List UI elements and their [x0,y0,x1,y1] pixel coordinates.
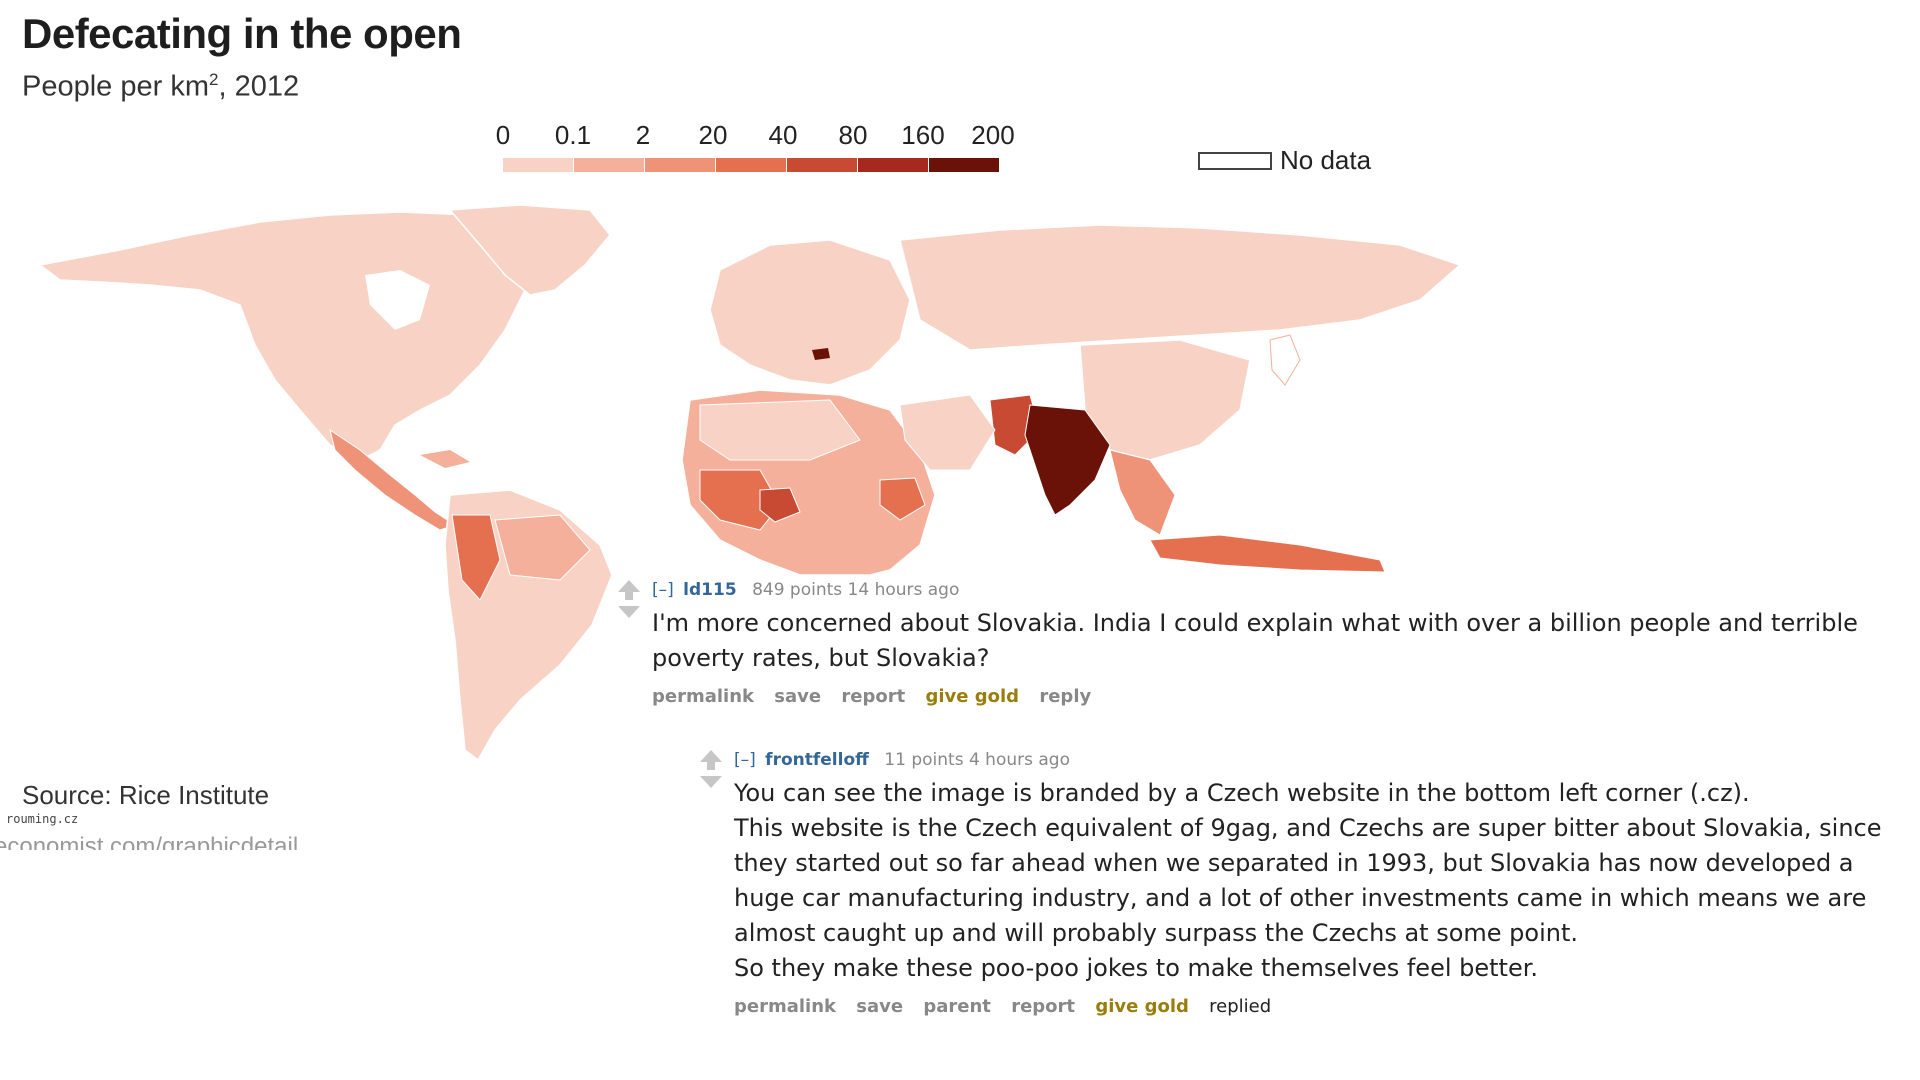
parent-button[interactable]: parent [923,996,991,1017]
central-america [329,428,457,531]
replied-label: replied [1209,996,1272,1017]
watermark: rouming.cz [6,812,79,826]
give-gold-button[interactable]: give gold [1095,996,1189,1017]
sahara [699,399,861,461]
comment-text: You can see the image is branded by a Cz… [734,776,1920,986]
legend-tick: 80 [838,120,868,150]
middle-east [899,394,996,471]
comment-actions: permalink save report give gold reply [652,686,1912,707]
greenland [448,204,611,296]
north-america [38,211,546,461]
brazil-north [494,514,591,581]
southeast-asia [1109,449,1176,536]
upvote-stem-icon [625,592,633,600]
chart-source: Source: Rice Institute [22,780,270,810]
japan [1269,334,1301,386]
upvote-icon[interactable] [618,580,640,592]
legend-tick: 0.1 [554,120,592,150]
asia-north [899,224,1462,351]
slovakia-highlight [812,348,830,360]
india [1024,404,1111,516]
chart-title: Defecating in the open [22,10,462,57]
comment-meta: 849 points 14 hours ago [752,580,960,600]
hudson-bay [365,270,430,330]
comment-tagline: [–] frontfelloff 11 points 4 hours ago [734,750,1920,770]
legend-swatch [645,158,716,172]
color-legend: 0 0.1 2 20 40 80 160 200 [488,120,1015,180]
legend-color-bar [503,158,1000,172]
vote-arrows [696,750,726,788]
give-gold-button[interactable]: give gold [925,686,1020,707]
permalink-button[interactable]: permalink [734,996,836,1017]
comment-line: they started out so far ahead when we se… [734,849,1854,877]
comment-line: This website is the Czech equivalent of … [734,814,1882,842]
comment-body: [–] frontfelloff 11 points 4 hours ago Y… [734,750,1920,1017]
indonesia [1149,534,1386,573]
chart-url: economist.com/graphicdetail [0,833,299,850]
legend-swatch [503,158,574,172]
legend-swatch [716,158,787,172]
upvote-icon[interactable] [700,750,722,762]
legend-tick: 2 [635,120,651,150]
comment-meta: 11 points 4 hours ago [884,750,1070,770]
caribbean [420,450,470,468]
comment-tagline: [–] ld115 849 points 14 hours ago [652,580,1912,600]
europe [709,239,911,386]
legend-swatch [574,158,645,172]
nigeria [759,487,801,523]
legend-tick: 40 [768,120,798,150]
vote-arrows [614,580,644,618]
west-africa [699,469,781,531]
legend-tick: 20 [698,120,728,150]
chart-subtitle: People per km2, 2012 [22,70,300,103]
legend-tick: 160 [901,120,945,150]
report-button[interactable]: report [1011,996,1076,1017]
legend-swatch [929,158,1000,172]
collapse-toggle[interactable]: [–] [734,750,756,770]
comment-line: almost caught up and will probably surpa… [734,919,1579,947]
andes-region [451,514,501,601]
ethiopia [879,477,926,521]
comment-author[interactable]: ld115 [683,580,737,600]
legend-tick: 200 [971,120,1015,150]
report-button[interactable]: report [841,686,906,707]
downvote-icon[interactable] [618,606,640,618]
legend-swatch [787,158,858,172]
no-data-legend: No data [1198,145,1371,176]
save-button[interactable]: save [856,996,904,1017]
comment-body: [–] ld115 849 points 14 hours ago I'm mo… [652,580,1912,707]
comment-line: So they make these poo-poo jokes to make… [734,954,1539,982]
save-button[interactable]: save [774,686,822,707]
upvote-stem-icon [707,762,715,770]
legend-swatch [858,158,929,172]
comment-line: huge car manufacturing industry, and a l… [734,884,1867,912]
comment-text: I'm more concerned about Slovakia. India… [652,609,1858,672]
collapse-toggle[interactable]: [–] [652,580,674,600]
no-data-swatch [1198,151,1272,170]
comment-actions: permalink save parent report give gold r… [734,996,1920,1017]
reply-button[interactable]: reply [1039,686,1092,707]
comment-line: You can see the image is branded by a Cz… [734,779,1750,807]
comment-author[interactable]: frontfelloff [765,750,869,770]
legend-tick: 0 [495,120,511,150]
permalink-button[interactable]: permalink [652,686,754,707]
no-data-label: No data [1280,145,1372,175]
downvote-icon[interactable] [700,776,722,788]
